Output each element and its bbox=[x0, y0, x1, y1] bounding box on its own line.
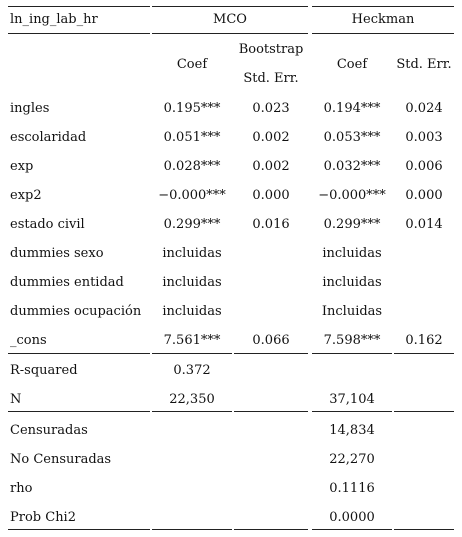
top-rule-heckman bbox=[312, 6, 454, 7]
mco-se-exp2: 0.000 bbox=[252, 188, 290, 203]
heck-se-ingles: 0.024 bbox=[405, 101, 443, 116]
row-label-censuradas: Censuradas bbox=[10, 423, 88, 438]
stats-bottom-rule-c3 bbox=[312, 411, 392, 412]
heck-coef-escolaridad: 0.053*** bbox=[323, 130, 381, 145]
coef-bottom-rule-c1 bbox=[152, 353, 232, 354]
bottom-rule-c1 bbox=[152, 529, 232, 530]
mco-group-header: MCO bbox=[213, 12, 247, 27]
mco-se-ingles: 0.023 bbox=[252, 101, 290, 116]
header-rule-heckman bbox=[312, 33, 454, 34]
row-label-no-censuradas: No Censuradas bbox=[10, 452, 112, 467]
heck-coef-exp: 0.032*** bbox=[323, 159, 381, 174]
mco-coef-ingles: 0.195*** bbox=[163, 101, 221, 116]
mco-coef-estado-civil: 0.299*** bbox=[163, 217, 221, 232]
heck-prob-chi2: 0.0000 bbox=[329, 510, 375, 525]
row-label-r-squared: R-squared bbox=[10, 363, 78, 378]
mco-coef-dummies-entidad: incluidas bbox=[162, 275, 222, 290]
stats-bottom-rule-c2 bbox=[234, 411, 308, 412]
header-rule-left bbox=[8, 33, 150, 34]
stats-bottom-rule-c1 bbox=[152, 411, 232, 412]
heck-se-header: Std. Err. bbox=[396, 57, 452, 72]
depvar-label: ln_ing_lab_hr bbox=[10, 12, 98, 27]
mco-se-estado-civil: 0.016 bbox=[252, 217, 290, 232]
mco-coef-header: Coef bbox=[176, 57, 208, 72]
coef-bottom-rule-c2 bbox=[234, 353, 308, 354]
row-label-dummies-ocupacion: dummies ocupación bbox=[10, 304, 142, 319]
header-rule-mco bbox=[152, 33, 308, 34]
heck-coef-ingles: 0.194*** bbox=[323, 101, 381, 116]
coef-bottom-rule-left bbox=[8, 353, 150, 354]
mco-coef-dummies-sexo: incluidas bbox=[162, 246, 222, 261]
heck-coef-estado-civil: 0.299*** bbox=[323, 217, 381, 232]
heck-coef-header: Coef bbox=[336, 57, 368, 72]
stats-bottom-rule-left bbox=[8, 411, 150, 412]
bottom-rule-c3 bbox=[312, 529, 392, 530]
row-label-exp2: exp2 bbox=[10, 188, 42, 203]
coef-bottom-rule-c3 bbox=[312, 353, 392, 354]
heck-censuradas: 14,834 bbox=[329, 423, 375, 438]
heck-se-cons: 0.162 bbox=[405, 333, 443, 348]
heck-se-exp2: 0.000 bbox=[405, 188, 443, 203]
coef-bottom-rule-c4 bbox=[394, 353, 454, 354]
mco-coef-escolaridad: 0.051*** bbox=[163, 130, 221, 145]
heck-se-exp: 0.006 bbox=[405, 159, 443, 174]
row-label-cons: _cons bbox=[10, 333, 47, 348]
row-label-rho: rho bbox=[10, 481, 33, 496]
heckman-group-header: Heckman bbox=[351, 12, 415, 27]
bottom-rule-c2 bbox=[234, 529, 308, 530]
stats-bottom-rule-c4 bbox=[394, 411, 454, 412]
mco-se-cons: 0.066 bbox=[252, 333, 290, 348]
row-label-escolaridad: escolaridad bbox=[10, 130, 87, 145]
heck-coef-dummies-ocupacion: Incluidas bbox=[321, 304, 383, 319]
heck-no-censuradas: 22,270 bbox=[329, 452, 375, 467]
mco-coef-exp2: −0.000*** bbox=[158, 188, 226, 203]
heck-se-estado-civil: 0.014 bbox=[405, 217, 443, 232]
mco-coef-cons: 7.561*** bbox=[163, 333, 221, 348]
mco-n: 22,350 bbox=[169, 392, 215, 407]
row-label-ingles: ingles bbox=[10, 101, 50, 116]
heck-coef-cons: 7.598*** bbox=[323, 333, 381, 348]
heck-n: 37,104 bbox=[329, 392, 375, 407]
row-label-n: N bbox=[10, 392, 22, 407]
heck-coef-exp2: −0.000*** bbox=[318, 188, 386, 203]
heck-rho: 0.1116 bbox=[329, 481, 375, 496]
mco-se-escolaridad: 0.002 bbox=[252, 130, 290, 145]
row-label-dummies-entidad: dummies entidad bbox=[10, 275, 124, 290]
mco-coef-dummies-ocupacion: incluidas bbox=[162, 304, 222, 319]
row-label-prob-chi2: Prob Chi2 bbox=[10, 510, 76, 525]
top-rule-mco bbox=[152, 6, 308, 7]
mco-r-squared: 0.372 bbox=[173, 363, 211, 378]
row-label-dummies-sexo: dummies sexo bbox=[10, 246, 104, 261]
mco-se-header-line1: Bootstrap bbox=[238, 42, 304, 57]
mco-coef-exp: 0.028*** bbox=[163, 159, 221, 174]
heck-coef-dummies-sexo: incluidas bbox=[322, 246, 382, 261]
row-label-estado-civil: estado civil bbox=[10, 217, 85, 232]
mco-se-exp: 0.002 bbox=[252, 159, 290, 174]
heck-se-escolaridad: 0.003 bbox=[405, 130, 443, 145]
bottom-rule-c4 bbox=[394, 529, 454, 530]
top-rule-left bbox=[8, 6, 150, 7]
bottom-rule-left bbox=[8, 529, 150, 530]
heck-coef-dummies-entidad: incluidas bbox=[322, 275, 382, 290]
row-label-exp: exp bbox=[10, 159, 34, 174]
mco-se-header-line2: Std. Err. bbox=[243, 71, 299, 86]
